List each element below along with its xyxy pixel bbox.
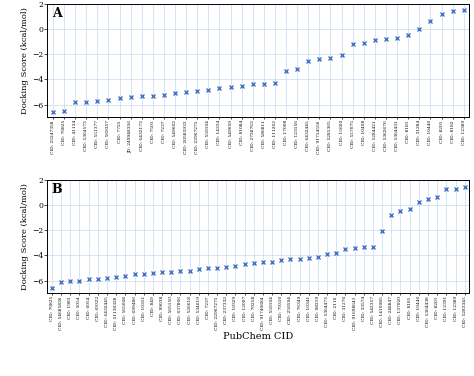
X-axis label: PubChem CID: PubChem CID <box>223 332 293 341</box>
Y-axis label: Docking Score (kcal/mol): Docking Score (kcal/mol) <box>21 7 29 114</box>
Text: A: A <box>52 7 61 20</box>
Text: B: B <box>52 183 62 196</box>
Y-axis label: Docking Score (kcal/mol): Docking Score (kcal/mol) <box>21 183 29 290</box>
